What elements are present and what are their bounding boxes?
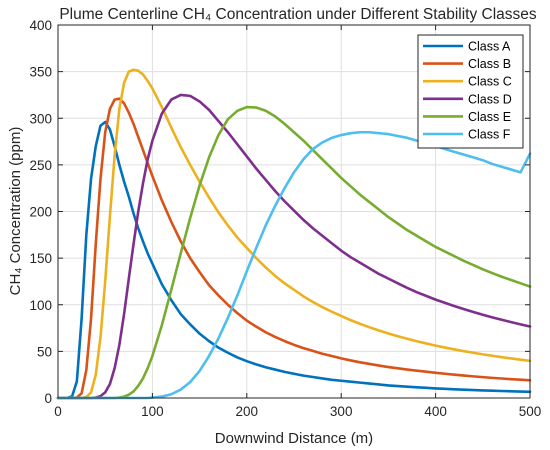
series-line-class-b xyxy=(56,97,532,400)
series-line-class-c xyxy=(56,68,532,400)
x-axis-label: Downwind Distance (m) xyxy=(215,430,373,447)
y-tick-label: 50 xyxy=(37,344,52,359)
y-tick-label: 200 xyxy=(29,205,52,220)
y-tick-label: 150 xyxy=(29,251,52,266)
legend-label-class-d: Class D xyxy=(468,92,512,106)
x-tick-label: 300 xyxy=(330,404,353,419)
chart-title: Plume Centerline CH₄ Concentration under… xyxy=(59,6,537,23)
legend-label-class-b: Class B xyxy=(468,57,511,71)
y-tick-label: 350 xyxy=(29,65,52,80)
series-line-class-e xyxy=(56,105,532,400)
x-tick-label: 100 xyxy=(141,404,164,419)
series-line-class-f xyxy=(56,130,532,400)
legend: Class A Class B Class C Class D Class E Class… xyxy=(417,34,524,149)
legend-label-class-e: Class E xyxy=(468,110,511,124)
x-tick-label: 200 xyxy=(236,404,259,419)
y-tick-label: 100 xyxy=(29,298,52,313)
x-tick-label: 400 xyxy=(424,404,447,419)
series-line-class-d xyxy=(56,93,532,400)
y-tick-label: 400 xyxy=(29,18,52,33)
y-tick-label: 0 xyxy=(44,391,52,406)
x-tick-label: 500 xyxy=(519,404,542,419)
legend-box xyxy=(417,34,524,149)
x-tick-labels: 0 100 200 300 400 500 xyxy=(54,404,541,419)
legend-label-class-c: Class C xyxy=(468,75,512,89)
legend-label-class-a: Class A xyxy=(468,40,511,54)
y-axis-label: CH₄ Concentration (ppm) xyxy=(7,127,24,296)
x-tick-label: 0 xyxy=(54,404,62,419)
legend-label-class-f: Class F xyxy=(468,128,511,142)
y-tick-labels: 0 50 100 150 200 250 300 350 400 xyxy=(29,18,52,406)
series-line-class-a xyxy=(56,120,532,400)
y-tick-label: 250 xyxy=(29,158,52,173)
y-tick-label: 300 xyxy=(29,111,52,126)
axis-ticks xyxy=(57,24,531,399)
